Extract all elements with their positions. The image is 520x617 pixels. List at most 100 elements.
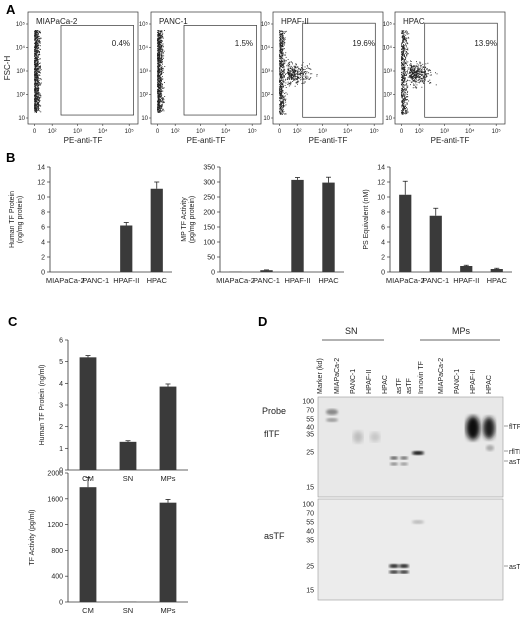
- y-axis-label: (ng/mg protein): [17, 196, 24, 243]
- flow-dot: [159, 79, 161, 81]
- flow-dot: [299, 73, 301, 75]
- flow-dot: [279, 69, 281, 71]
- flow-dot: [162, 61, 163, 63]
- flow-dot: [280, 65, 282, 67]
- flow-dot: [410, 77, 412, 78]
- flow-dot: [34, 64, 35, 65]
- flow-dot: [34, 78, 36, 80]
- flow-dot: [159, 69, 161, 70]
- flow-dot: [158, 55, 160, 57]
- flow-dot: [283, 98, 285, 100]
- flow-dot: [280, 51, 282, 52]
- flow-dot: [158, 45, 160, 47]
- flow-dot: [158, 95, 160, 97]
- flow-dot: [159, 72, 161, 74]
- flow-dot: [161, 83, 163, 85]
- flow-dot: [403, 41, 405, 43]
- flow-dot: [159, 49, 161, 50]
- flow-dot: [402, 108, 404, 110]
- flow-dot: [280, 64, 282, 66]
- flow-dot: [37, 87, 39, 89]
- flow-dot: [407, 86, 409, 88]
- flow-dot: [159, 96, 161, 97]
- flow-dot: [35, 62, 37, 64]
- flow-dot: [40, 37, 42, 39]
- flow-dot: [404, 38, 406, 40]
- flow-dot: [37, 80, 38, 82]
- flow-dot: [280, 94, 282, 96]
- flow-dot: [39, 58, 41, 60]
- flow-dot: [316, 75, 318, 77]
- flow-dot: [35, 110, 36, 112]
- flow-dot: [157, 46, 158, 47]
- flow-dot: [281, 62, 283, 64]
- flow-dots: [401, 30, 438, 115]
- flow-dot: [282, 74, 284, 76]
- flow-dot: [35, 103, 37, 105]
- flow-dot: [279, 86, 281, 88]
- flow-dot: [161, 51, 163, 53]
- flow-dot: [35, 84, 37, 86]
- flow-dot: [282, 77, 284, 79]
- flow-dot: [406, 111, 408, 113]
- flow-dot: [405, 57, 407, 59]
- flow-dot: [158, 95, 159, 96]
- flow-dot: [403, 67, 405, 69]
- marker-label: 70: [306, 408, 314, 415]
- flow-dot: [39, 97, 41, 99]
- flow-dot: [36, 47, 37, 49]
- flow-dot: [160, 106, 162, 108]
- category-label: HPAC: [147, 276, 168, 285]
- flow-dot: [405, 40, 407, 42]
- flow-dot: [281, 94, 282, 96]
- flow-dot: [159, 81, 161, 82]
- flow-dot: [404, 58, 406, 60]
- flow-dot: [402, 94, 403, 96]
- flow-dot: [404, 39, 405, 40]
- flow-dot: [160, 68, 162, 70]
- y-axis-label: Human TF Protein (ng/ml): [39, 365, 46, 446]
- flow-dot: [425, 79, 426, 81]
- flow-plot-frame: [394, 11, 506, 125]
- flow-dot: [279, 99, 281, 101]
- flow-dot: [283, 70, 285, 72]
- flow-dot: [34, 105, 35, 106]
- flow-dot: [401, 84, 403, 86]
- flow-dot: [282, 42, 284, 44]
- flow-dot: [282, 49, 284, 51]
- flow-dot: [406, 62, 408, 64]
- flow-dot: [304, 72, 306, 74]
- flow-dot: [404, 67, 405, 69]
- flow-dot: [35, 87, 37, 89]
- flow-dot: [35, 104, 37, 106]
- flow-dot: [157, 92, 159, 94]
- flow-dot: [34, 99, 36, 100]
- flow-dot: [282, 98, 284, 100]
- flow-dot: [157, 69, 159, 70]
- flow-dot: [159, 111, 161, 113]
- flow-dot: [409, 71, 411, 73]
- flow-dot: [422, 79, 424, 81]
- flow-dot: [403, 99, 405, 101]
- flow-dot: [157, 106, 158, 108]
- flow-dot: [280, 46, 282, 48]
- flow-dot: [161, 62, 163, 64]
- flow-dot: [403, 75, 405, 77]
- flow-dot: [39, 84, 41, 85]
- flow-dot: [402, 45, 404, 47]
- flow-dot: [285, 56, 287, 58]
- flow-dot: [403, 69, 405, 71]
- flow-dot: [159, 90, 161, 92]
- flow-dot: [159, 85, 161, 87]
- flow-dot: [282, 110, 284, 112]
- flow-dot: [34, 85, 36, 87]
- flow-dot: [282, 36, 284, 38]
- flow-dot: [410, 63, 412, 64]
- flow-dot: [401, 88, 403, 89]
- panel-letter-a: A: [6, 2, 16, 17]
- flow-dot: [403, 95, 405, 97]
- flow-dot: [37, 96, 39, 98]
- flow-dot: [280, 98, 282, 100]
- flow-dot: [426, 75, 428, 77]
